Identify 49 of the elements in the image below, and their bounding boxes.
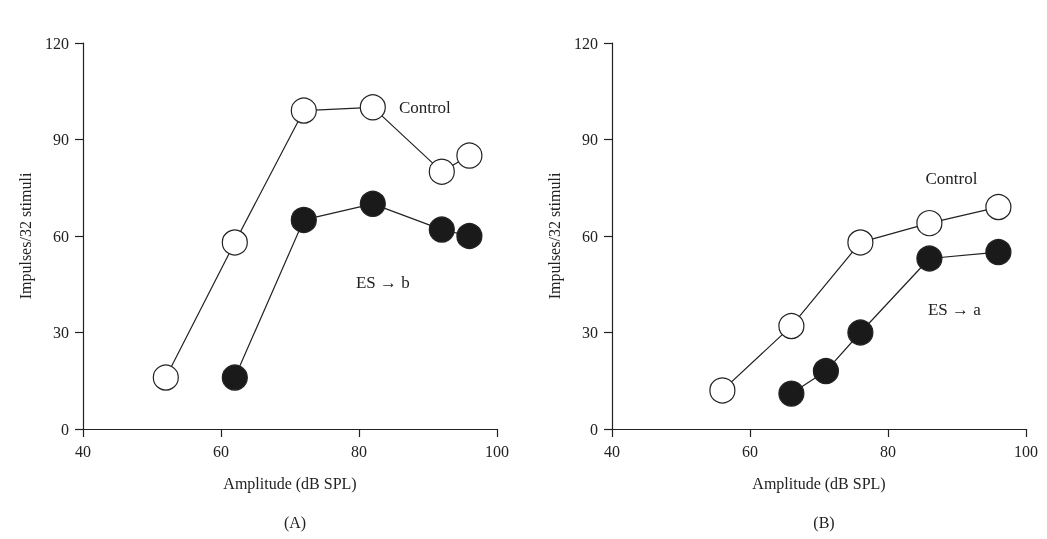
x-tick-label: 80 (880, 442, 896, 460)
y-tick-label: 90 (53, 131, 69, 148)
point (847, 319, 874, 346)
point (290, 206, 317, 234)
point (847, 229, 874, 256)
y-tick-label: 120 (45, 34, 69, 52)
point (152, 364, 179, 391)
y-tick-label: 60 (582, 227, 598, 245)
x-tick-label: 40 (75, 442, 91, 460)
point (778, 380, 805, 407)
point (985, 193, 1012, 221)
x-tick-label: 40 (604, 442, 620, 460)
point (456, 222, 483, 250)
x-axis-title: Amplitude (dB SPL) (223, 474, 357, 493)
series-label: Control (398, 97, 452, 117)
point (709, 377, 736, 404)
text: (B) (813, 513, 835, 532)
point (812, 358, 839, 385)
x-tick-label: 80 (351, 442, 367, 460)
y-tick-label: 0 (61, 420, 69, 438)
point (428, 216, 455, 243)
y-tick-label: 90 (582, 131, 598, 148)
point (359, 190, 386, 217)
y-tick-label: 30 (582, 324, 598, 341)
point (221, 364, 248, 391)
y-axis-title: Impulses/32 stimuli (545, 172, 564, 300)
series-label: ES → a (927, 299, 982, 319)
x-axis-title: Amplitude (dB SPL) (752, 474, 886, 493)
point (290, 97, 317, 124)
point (985, 238, 1012, 266)
x-tick-label: 60 (213, 442, 229, 460)
y-axis-title: Impulses/32 stimuli (16, 172, 35, 300)
y-tick-label: 60 (53, 227, 69, 245)
point (428, 158, 455, 185)
x-tick-label: 100 (485, 442, 509, 460)
point (916, 210, 943, 237)
point (359, 94, 386, 121)
point (916, 245, 943, 272)
x-tick-label: 100 (1014, 442, 1038, 460)
point (778, 312, 805, 340)
y-tick-label: 120 (574, 34, 598, 52)
text: (A) (283, 513, 307, 532)
x-tick-label: 60 (742, 442, 758, 460)
point (221, 229, 248, 256)
series-label: Control (925, 169, 978, 189)
text: ES → b (355, 272, 410, 292)
y-tick-label: 0 (590, 420, 598, 438)
point (456, 142, 483, 169)
y-tick-label: 30 (53, 324, 69, 341)
